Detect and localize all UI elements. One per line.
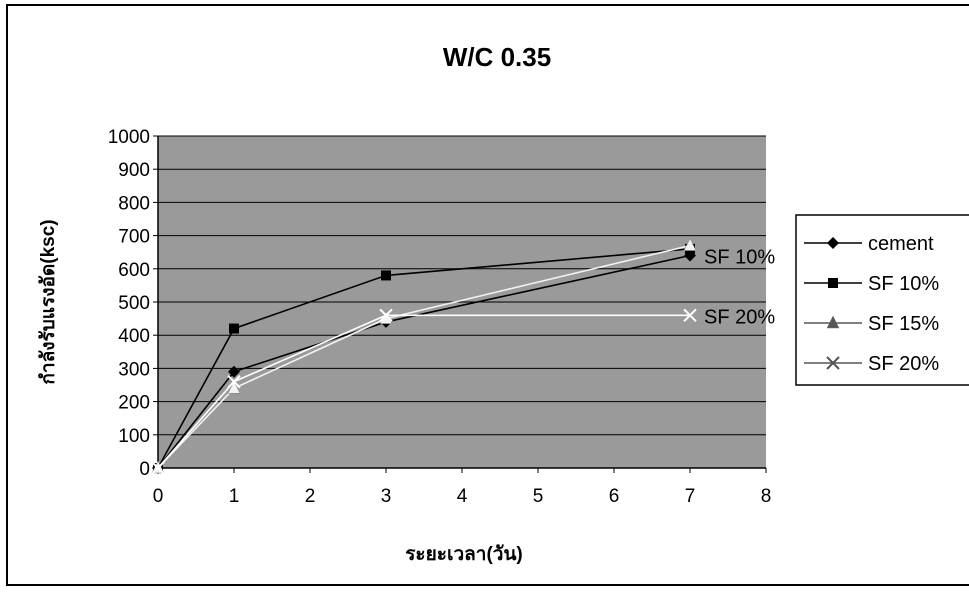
x-tick-label: 4 [457, 486, 468, 507]
y-tick-label: 900 [118, 160, 150, 181]
x-tick-label: 2 [305, 486, 316, 507]
x-tick-label: 1 [229, 486, 240, 507]
legend: cement SF 10% SF 15% SF 20% [796, 215, 969, 385]
chart-title: W/C 0.35 [443, 42, 551, 72]
data-label: SF 20% [704, 306, 775, 328]
x-axis-title: ระยะเวลา(วัน) [405, 544, 523, 565]
x-tick-label: 6 [609, 486, 620, 507]
y-tick-label: 500 [118, 293, 150, 314]
y-tick-label: 1000 [108, 127, 150, 148]
y-axis-title: กำลังรับแรงอัด(ksc) [38, 219, 59, 384]
x-tick-label: 3 [381, 486, 392, 507]
x-tick-label: 8 [761, 486, 772, 507]
y-tick-label: 200 [118, 393, 150, 414]
y-tick-label: 700 [118, 227, 150, 248]
legend-label: SF 10% [868, 273, 939, 295]
legend-marker [828, 278, 838, 288]
y-tick-label: 300 [118, 359, 150, 380]
x-tick-label: 0 [153, 486, 164, 507]
data-label: SF 10% [704, 247, 775, 269]
legend-label: cement [868, 233, 934, 255]
y-tick-label: 400 [118, 326, 150, 347]
data-point [381, 270, 391, 280]
y-tick-label: 0 [139, 459, 150, 480]
legend-label: SF 20% [868, 353, 939, 375]
x-tick-label: 5 [533, 486, 544, 507]
y-tick-label: 100 [118, 426, 150, 447]
y-tick-label: 600 [118, 260, 150, 281]
legend-label: SF 15% [868, 313, 939, 335]
x-tick-label: 7 [685, 486, 696, 507]
y-tick-label: 800 [118, 193, 150, 214]
data-point [229, 324, 239, 334]
